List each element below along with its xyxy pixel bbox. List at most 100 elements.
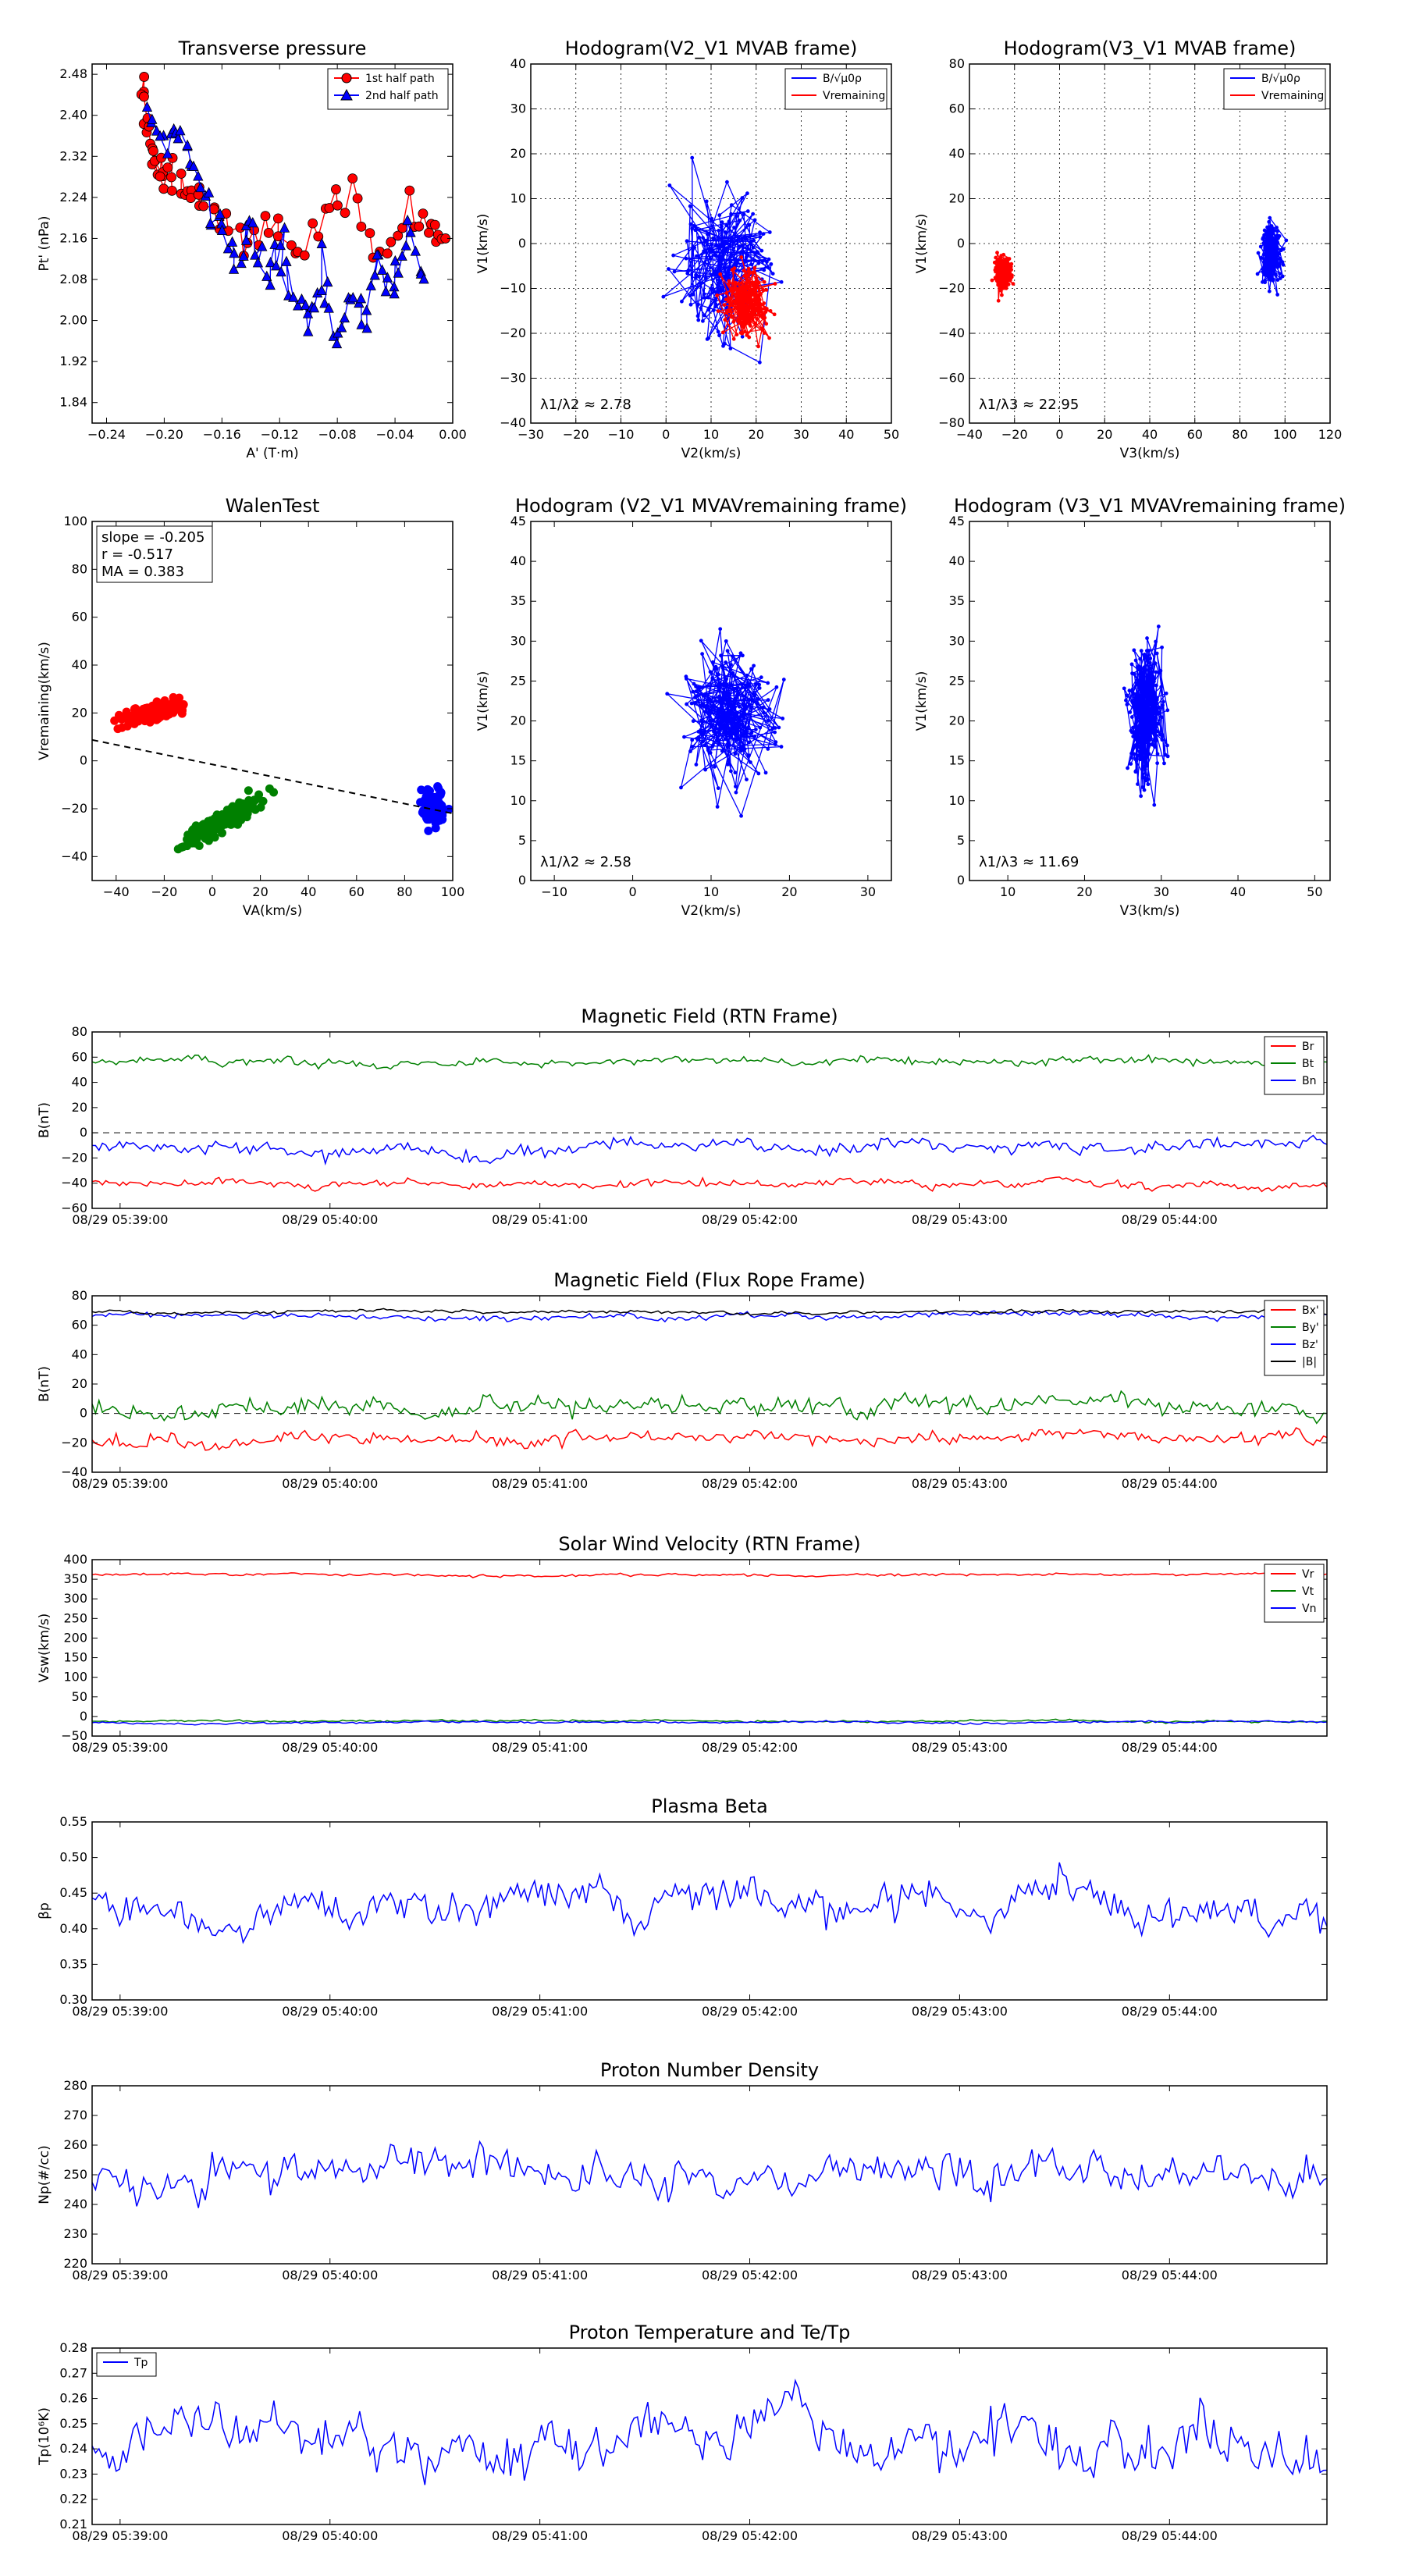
x-tick-label: −0.12 (261, 427, 299, 442)
series-0-point (739, 749, 744, 753)
plot-frame (91, 1031, 1328, 1209)
series-0-point (386, 237, 397, 247)
series-0-point (356, 221, 367, 232)
series-0-point (1267, 289, 1272, 294)
y-axis-label: V1(km/s) (475, 671, 491, 731)
y-tick-label: 0 (80, 1125, 87, 1140)
series-1-point (1003, 266, 1007, 271)
series-0-point (1278, 272, 1282, 276)
series-1-point (316, 237, 327, 248)
legend-label: Bz' (1302, 1339, 1318, 1351)
x-tick-label: 08/29 05:43:00 (912, 1476, 1008, 1491)
series-0-point (708, 698, 713, 703)
chart-h4: Hodogram (V3_V1 MVAVremaining frame) 0 5 10… (914, 495, 1346, 919)
series-0-point (706, 295, 710, 300)
x-tick-label: 100 (1273, 427, 1297, 442)
series-0-point (717, 699, 722, 703)
y-axis-label: B(nT) (37, 1102, 52, 1138)
series-0-point (1124, 698, 1128, 703)
cluster-1-point (240, 806, 250, 816)
series-1-point (418, 273, 429, 284)
series-0-point (1142, 764, 1147, 769)
series-0-point (1154, 639, 1158, 644)
y-tick-label: 10 (510, 793, 526, 808)
series-0-point (1276, 236, 1280, 240)
x-tick-label: 08/29 05:41:00 (492, 2528, 588, 2543)
x-tick-label: 80 (1232, 427, 1247, 442)
plot-frame (91, 2347, 1328, 2525)
series-0-point (738, 651, 743, 656)
series-0-point (731, 710, 735, 715)
series-1-point (173, 133, 183, 144)
legend-label: Vr (1302, 1568, 1314, 1581)
series-0-point (753, 728, 758, 731)
chart-ts_beta: Plasma Beta 0.30 0.35 0.40 0.45 0.50 0.55 βp 08/… (37, 1795, 1328, 2019)
series-0-point (696, 318, 701, 322)
series-0-point (725, 649, 730, 653)
series-0-point (696, 736, 701, 741)
y-tick-label: 250 (63, 1610, 87, 1625)
series-0-point (713, 302, 718, 307)
series-0-point (1263, 258, 1268, 262)
series-1-point (745, 279, 749, 283)
series-1-point (763, 315, 767, 320)
series-0-point (1133, 757, 1138, 762)
y-tick-label: −20 (61, 801, 87, 816)
legend-label: 2nd half path (365, 90, 439, 102)
series-0-point (766, 681, 770, 685)
y-tick-label: 0.40 (59, 1921, 87, 1936)
series-1-point (722, 303, 727, 308)
series-1-point (732, 280, 737, 285)
cluster-1-point (269, 788, 279, 797)
series-0-point (665, 692, 670, 696)
series-1-point (240, 234, 252, 245)
series-0-point (699, 718, 704, 722)
series-0-point (1270, 236, 1275, 240)
series-0-point (723, 230, 727, 234)
series-1-point (271, 260, 282, 271)
series-0-point (1141, 700, 1146, 705)
series-0-point (757, 682, 762, 687)
legend-label: Br (1302, 1041, 1314, 1053)
series-1-point (355, 293, 367, 304)
series-1-point (365, 279, 376, 290)
series-0-point (777, 725, 781, 730)
series-0-point (692, 681, 696, 686)
series-0-point (752, 734, 757, 738)
series-0-point (1136, 692, 1140, 696)
x-tick-label: 60 (349, 884, 365, 899)
series-0-point (719, 720, 723, 724)
series-0-point (166, 172, 176, 183)
series-0-point (263, 228, 274, 238)
x-tick-label: 20 (781, 884, 797, 899)
series-1-point (188, 160, 199, 171)
x-tick-label: 08/29 05:44:00 (1122, 1212, 1218, 1227)
series-1-point (347, 291, 358, 303)
series-0-point (198, 201, 209, 212)
series-0-point (744, 704, 749, 709)
series-1-point (727, 296, 731, 301)
series-0-point (1158, 710, 1162, 715)
series-0-point (762, 268, 767, 272)
series-0-point (1268, 253, 1273, 257)
series-0-point (684, 674, 688, 679)
series-0-point (1147, 691, 1152, 696)
series-1-point (1001, 277, 1006, 282)
y-tick-label: −50 (61, 1728, 87, 1743)
series-1-point (296, 293, 308, 304)
series-0-line (92, 1572, 1327, 1578)
series-0-point (313, 231, 324, 242)
series-0-point (1139, 683, 1144, 687)
series-0-point (717, 333, 721, 338)
plot-area (92, 1862, 1327, 1944)
series-0-point (701, 236, 705, 240)
x-tick-label: −30 (518, 427, 544, 442)
series-0-point (695, 302, 700, 307)
series-1-point (731, 299, 736, 304)
series-1-point (718, 272, 723, 276)
x-tick-label: 40 (838, 427, 854, 442)
annotation: λ1/λ2 ≈ 2.58 (540, 854, 631, 870)
x-tick-label: 08/29 05:40:00 (282, 2528, 378, 2543)
series-0-point (679, 785, 683, 790)
y-tick-label: 40 (949, 553, 965, 568)
